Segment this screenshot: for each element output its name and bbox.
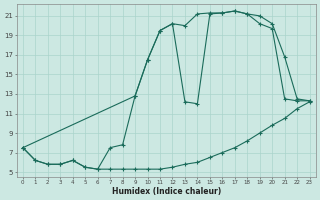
X-axis label: Humidex (Indice chaleur): Humidex (Indice chaleur) bbox=[112, 187, 221, 196]
